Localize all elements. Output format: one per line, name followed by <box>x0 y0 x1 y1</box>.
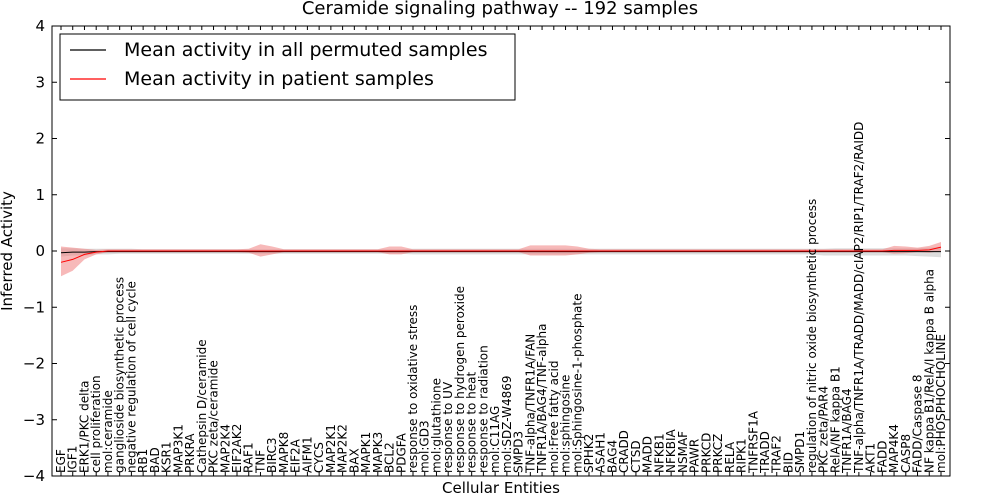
x-category-label: PDGFA <box>394 432 408 473</box>
x-category-label: ERK1/PKC delta <box>78 380 92 473</box>
x-category-label: PRKRA <box>183 433 197 473</box>
x-category-label: mol:Free fatty acid <box>547 361 561 474</box>
x-category-label: PKC zeta/ceramide <box>207 360 221 473</box>
x-category-label: mol:PHOSPHOCHOLINE <box>934 334 948 473</box>
x-category-label: PKC zeta/PAR4 <box>817 386 831 473</box>
y-tick-label: −3 <box>23 411 45 429</box>
x-category-label: TNFR1A/BAG4 <box>840 388 854 474</box>
x-category-label: BAD <box>148 447 162 473</box>
x-category-label: MAPK3 <box>371 432 385 473</box>
legend-box <box>59 33 516 101</box>
x-category-label: TRAF2 <box>770 435 784 474</box>
x-category-label: response to oxidative stress <box>406 305 420 473</box>
x-category-label: ASAH1 <box>594 432 608 473</box>
x-category-label: TNFRSF1A <box>746 410 760 474</box>
x-category-label: FADD/Caspase 8 <box>911 374 925 473</box>
x-category-label: TNF-alpha/TNFR1A/FAN <box>523 334 537 474</box>
x-category-label: SMPD1 <box>793 431 807 473</box>
y-tick-label: 0 <box>35 242 45 260</box>
x-category-label: response to radiation <box>476 345 490 473</box>
x-category-label: MAP2K4 <box>218 424 232 473</box>
x-category-label: BIRC3 <box>265 437 279 473</box>
x-category-label: MAP4K4 <box>887 424 901 473</box>
x-category-label: BID <box>782 452 796 473</box>
x-category-label: regulation of nitric oxide biosynthetic … <box>805 199 819 473</box>
x-category-label: EIF2A <box>289 438 303 473</box>
x-category-label: SMPD3 <box>512 431 526 473</box>
x-category-label: MAP2K1 <box>324 424 338 473</box>
x-category-label: AIFM1 <box>300 436 314 473</box>
x-category-label: response to UV <box>441 381 455 473</box>
x-category-label: mol:GD3 <box>418 420 432 473</box>
x-category-label: MAPK1 <box>359 432 373 473</box>
x-category-label: negative regulation of cell cycle <box>124 281 138 473</box>
x-category-label: MAP3K1 <box>171 424 185 473</box>
x-category-label: PRKCZ <box>711 434 725 473</box>
x-category-label: NF kappa B1/RelA/I kappa B alpha <box>922 269 936 473</box>
x-category-label: BCL2 <box>383 442 397 473</box>
x-category-label: Cathepsin D/ceramide <box>195 339 209 473</box>
x-category-label: mol:sphingosine <box>559 375 573 473</box>
x-category-label: RAF1 <box>242 442 256 473</box>
y-tick-label: 1 <box>35 186 45 204</box>
x-category-label: RB1 <box>136 449 150 473</box>
x-category-label: CRADD <box>617 430 631 473</box>
x-category-label: IGF1 <box>66 446 80 473</box>
x-category-label: RelA/NF kappa B1 <box>828 366 842 473</box>
x-category-label: CTSD <box>629 440 643 473</box>
x-category-label: ganglioside biosynthetic process <box>113 277 127 473</box>
x-category-label: NFKBIA <box>664 428 678 473</box>
x-category-label: MAP2K2 <box>336 424 350 473</box>
x-category-label: TNF-alpha/TNFR1A/TRADD/MADD/cIAP2/RIP1/T… <box>852 122 866 474</box>
x-category-label: RIPK1 <box>735 438 749 473</box>
x-category-label: mol:ceramide <box>101 390 115 473</box>
x-category-label: TRADD <box>758 431 772 474</box>
x-category-label: mol:C11AG <box>488 406 502 473</box>
x-category-label: EIF2AK2 <box>230 424 244 473</box>
legend-label: Mean activity in patient samples <box>124 68 434 90</box>
x-category-label: PAWR <box>688 439 702 473</box>
x-category-label: response to hydrogen peroxide <box>453 286 467 473</box>
y-axis: −4 −3 −2 −1 0 1 2 3 4 <box>23 17 950 485</box>
x-axis-label: Cellular Entities <box>442 479 560 497</box>
legend-label: Mean activity in all permuted samples <box>124 39 487 61</box>
x-category-label: mol:Sphingosine-1-phosphate <box>570 294 584 474</box>
x-category-label: BAX <box>347 448 361 473</box>
x-category-label: FADD <box>875 441 889 474</box>
x-category-label: response to heat <box>465 371 479 473</box>
x-category-label: PRKCD <box>699 433 713 473</box>
y-tick-label: 3 <box>35 73 45 91</box>
x-category-label: NSMAF <box>676 431 690 473</box>
chart-title: Ceramide signaling pathway -- 192 sample… <box>302 0 698 19</box>
x-category-label: RELA <box>723 441 737 473</box>
y-tick-label: 4 <box>35 17 45 35</box>
x-category-label: TNF <box>254 450 268 474</box>
x-category-label: CASP8 <box>899 434 913 473</box>
x-category-label: SPHK2 <box>582 434 596 473</box>
x-category-label: AKT1 <box>864 443 878 473</box>
legend: Mean activity in all permuted samples Mea… <box>59 33 516 101</box>
x-category-label: KSR1 <box>160 442 174 473</box>
y-tick-label: −1 <box>23 298 45 316</box>
series-lines <box>60 246 942 263</box>
x-category-label: BAG4 <box>606 440 620 473</box>
x-category-label: cell proliferation <box>89 375 103 473</box>
y-axis-label: Inferred Activity <box>0 191 16 311</box>
x-category-label: EGF <box>54 449 68 473</box>
x-category-label: mol:glutathione <box>430 378 444 473</box>
x-category-label: MAPK8 <box>277 432 291 473</box>
x-category-label: NFKB1 <box>652 433 666 473</box>
line-series-1 <box>60 251 941 254</box>
x-category-label: mol:SDZ-W4869 <box>500 375 514 473</box>
line-series-2 <box>60 246 942 263</box>
x-category-label: CYCS <box>312 442 326 473</box>
x-category-label: TNFR1A/BAG4/TNF-alpha <box>535 324 549 474</box>
y-tick-label: 2 <box>35 130 45 148</box>
x-category-label: MADD <box>641 436 655 473</box>
y-tick-label: −2 <box>23 355 45 373</box>
y-tick-label: −4 <box>23 467 45 485</box>
